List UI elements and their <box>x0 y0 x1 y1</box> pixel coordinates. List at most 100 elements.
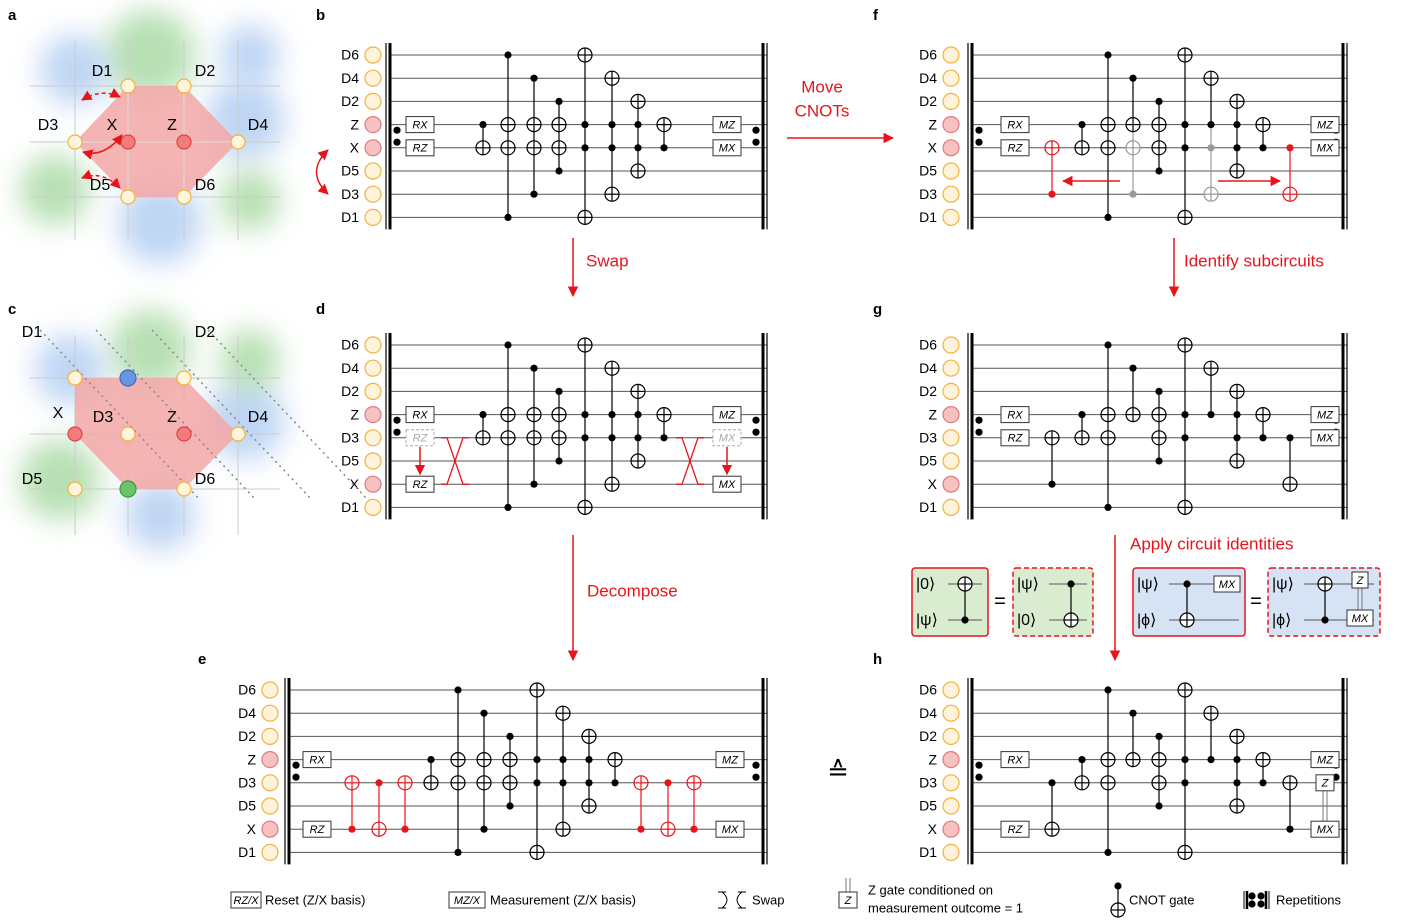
control-dot <box>1155 802 1162 809</box>
ket: |ϕ⟩ <box>1272 612 1291 629</box>
qubit-circle <box>262 752 278 768</box>
qubit-circle <box>365 360 381 376</box>
control-dot <box>1048 191 1055 198</box>
qubit-label: D5 <box>919 798 937 814</box>
gate-label: MX <box>722 824 739 836</box>
qubit-circle <box>943 752 959 768</box>
gate-label: MX <box>719 479 736 491</box>
qubit-label: Z <box>928 116 937 132</box>
data-qubit <box>177 190 191 204</box>
control-dot <box>506 802 513 809</box>
control-dot <box>1129 191 1136 198</box>
qubit-circle <box>365 430 381 446</box>
control-dot <box>1233 756 1240 763</box>
qubit-circle <box>943 407 959 423</box>
qubit-label: D4 <box>341 360 359 376</box>
legend-text: Swap <box>752 892 785 907</box>
control-dot <box>1048 481 1055 488</box>
qubit-label: D3 <box>919 775 937 791</box>
control-dot <box>479 121 486 128</box>
qubit-label: Z <box>167 117 177 134</box>
qubit-circle <box>943 337 959 353</box>
ket: |0⟩ <box>916 576 935 593</box>
qubit-label: D5 <box>919 163 937 179</box>
control-dot <box>634 434 641 441</box>
qubit-label: D1 <box>92 63 113 80</box>
control-dot <box>1129 75 1136 82</box>
arrow-label: Identify subcircuits <box>1184 251 1324 270</box>
gate-label: RZ <box>413 479 429 491</box>
equals: = <box>994 590 1006 612</box>
qubit-label: Z <box>928 406 937 422</box>
control-dot <box>752 139 759 146</box>
data-qubit <box>68 482 82 496</box>
qubit-circle <box>943 775 959 791</box>
control-dot <box>1259 434 1266 441</box>
legend-text: measurement outcome = 1 <box>868 900 1023 915</box>
control-dot <box>975 429 982 436</box>
control-dot <box>581 144 588 151</box>
control-dot <box>393 139 400 146</box>
control-dot <box>1155 388 1162 395</box>
control-dot <box>975 417 982 424</box>
control-dot <box>530 481 537 488</box>
control-dot <box>975 127 982 134</box>
gate-label: Z <box>844 895 853 907</box>
control-dot <box>1181 411 1188 418</box>
control-dot <box>1248 892 1255 899</box>
control-dot <box>1181 756 1188 763</box>
gate-label: RZ <box>1008 433 1024 445</box>
qubit-circle <box>365 186 381 202</box>
control-dot <box>664 779 671 786</box>
control-dot <box>634 144 641 151</box>
data-qubit <box>121 79 135 93</box>
qubit-label: Z <box>350 116 359 132</box>
qubit-label: D3 <box>341 186 359 202</box>
qubit-label: Z <box>247 751 256 767</box>
control-dot <box>637 826 644 833</box>
qubit-circle <box>943 70 959 86</box>
control-dot <box>1104 849 1111 856</box>
control-dot <box>1155 167 1162 174</box>
control-dot <box>690 826 697 833</box>
ancilla-qubit <box>120 370 136 386</box>
qubit-label: D1 <box>919 209 937 225</box>
page: {"panels":{ "a":{"letter":"a","labels":[… <box>0 0 1405 923</box>
control-dot <box>608 121 615 128</box>
qubit-circle <box>365 383 381 399</box>
gate-label: RX <box>1007 755 1023 767</box>
control-dot <box>752 762 759 769</box>
qubit-circle <box>365 47 381 63</box>
arrow-label: Decompose <box>587 581 678 600</box>
qubit-label: D2 <box>341 383 359 399</box>
equals: = <box>1250 590 1262 612</box>
ket: |ψ⟩ <box>1017 576 1039 593</box>
figure: bD6D4D2ZXD5D3D1RXRZMZMXdD6D4D2ZD3D5XD1RX… <box>0 0 1405 923</box>
gate-label: MZ <box>722 755 739 767</box>
panel-letter: d <box>316 301 325 318</box>
control-dot <box>1181 779 1188 786</box>
control-dot <box>660 144 667 151</box>
qubit-label: D4 <box>341 70 359 86</box>
data-qubit <box>121 190 135 204</box>
gate-label: MZ/X <box>454 895 481 907</box>
gate-label: RZ <box>1008 824 1024 836</box>
qubit-circle <box>943 453 959 469</box>
control-dot <box>1129 365 1136 372</box>
control-dot <box>555 457 562 464</box>
control-dot <box>1129 710 1136 717</box>
gate-label: RX <box>309 755 325 767</box>
control-dot <box>1155 98 1162 105</box>
qubit-label: X <box>928 821 938 837</box>
qubit-circle <box>365 93 381 109</box>
arrow-label: Swap <box>586 251 629 270</box>
qubit-label: D6 <box>238 682 256 698</box>
panel-letter: a <box>8 7 17 24</box>
control-dot <box>1259 779 1266 786</box>
qubit-label: D5 <box>919 453 937 469</box>
qubit-label: D3 <box>341 430 359 446</box>
control-dot <box>1078 121 1085 128</box>
control-dot <box>634 121 641 128</box>
control-dot <box>585 779 592 786</box>
control-dot <box>530 75 537 82</box>
